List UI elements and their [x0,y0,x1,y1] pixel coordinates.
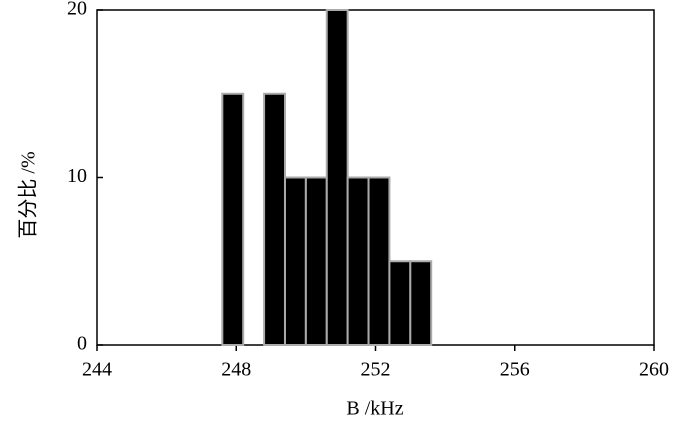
bar [304,176,328,346]
bar [388,260,412,346]
bar [221,92,245,346]
bar [409,260,433,346]
bar [367,176,391,346]
y-axis-label: 百分比 /% [17,151,40,238]
x-tick-label: 260 [639,359,669,381]
x-tick-label: 256 [500,359,530,381]
y-tick-label: 0 [77,333,87,355]
bar [325,9,349,346]
bar [263,92,286,346]
x-tick-label: 248 [221,359,251,381]
bar [283,176,307,346]
x-axis-label: B /kHz [346,398,403,420]
x-tick-label: 252 [361,359,391,381]
x-tick-label: 244 [82,359,112,381]
y-tick-label: 20 [67,0,87,20]
y-tick-label: 10 [67,165,87,187]
bar [346,176,370,346]
